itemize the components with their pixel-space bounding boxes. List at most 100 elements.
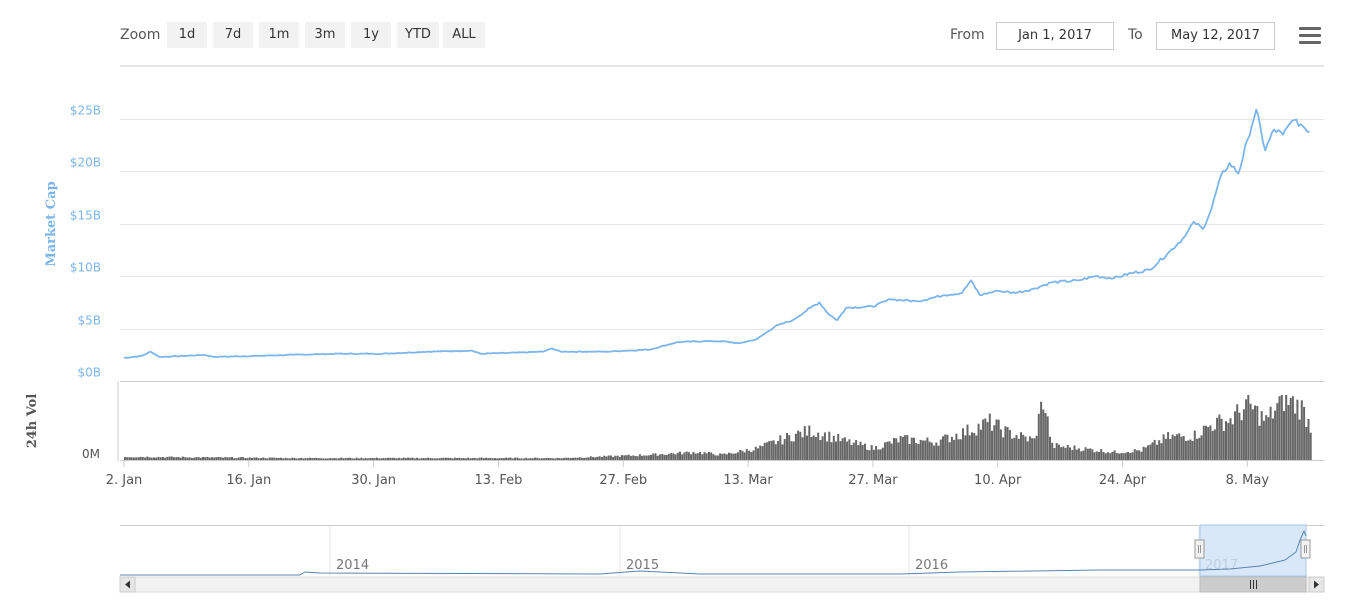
volume-bar [701, 454, 704, 460]
volume-bar [580, 457, 583, 460]
volume-bar [540, 458, 543, 460]
volume-bar [910, 437, 913, 460]
volume-bar [1187, 440, 1190, 460]
volume-bar [930, 442, 933, 460]
volume-bar [1242, 409, 1245, 460]
volume-bar [1046, 416, 1049, 460]
volume-bar [645, 455, 648, 460]
volume-bar [271, 457, 274, 460]
zoom-3m-button[interactable]: 3m [305, 22, 345, 48]
volume-bar [1211, 430, 1214, 460]
zoom-1m-button[interactable]: 1m [259, 22, 299, 48]
volume-bar [868, 450, 871, 460]
volume-bar [1209, 425, 1212, 460]
volume-bar [554, 458, 557, 460]
volume-bar [745, 449, 748, 460]
volume-bar [431, 458, 434, 460]
volume-bar [326, 458, 329, 460]
volume-bar [852, 442, 855, 460]
volume-bar [841, 438, 844, 460]
volume-bar [924, 440, 927, 460]
volume-bar [179, 457, 182, 460]
volume-bar [759, 445, 762, 460]
volume-bar [855, 440, 858, 460]
volume-bar [569, 458, 572, 460]
volume-bar [373, 458, 376, 460]
volume-bar [1042, 409, 1045, 460]
navigator-scrollbar[interactable] [119, 576, 1325, 593]
volume-bar [1202, 425, 1205, 460]
volume-bar [870, 445, 873, 460]
volume-bar [1015, 435, 1018, 460]
volume-bar [213, 457, 216, 460]
volume-bar [409, 457, 412, 460]
volume-bar [993, 425, 996, 460]
volume-bar [159, 457, 162, 460]
volume-bar [208, 457, 211, 460]
volume-bar [1028, 436, 1031, 460]
volume-bar [525, 457, 528, 460]
zoom-1d-button[interactable]: 1d [167, 22, 207, 48]
volume-bar [436, 458, 438, 460]
volume-bar [395, 458, 398, 460]
navigator-left-handle[interactable] [1194, 539, 1205, 559]
volume-bar [1227, 422, 1230, 460]
from-date-input[interactable]: Jan 1, 2017 [996, 22, 1114, 50]
volume-bar [460, 458, 463, 460]
zoom-all-button[interactable]: ALL [443, 22, 485, 48]
to-date-input[interactable]: May 12, 2017 [1156, 22, 1275, 50]
volume-bar [509, 457, 512, 460]
volume-bar [400, 458, 403, 460]
zoom-1y-button[interactable]: 1y [351, 22, 391, 48]
volume-bar [1158, 440, 1161, 460]
volume-bar [1106, 452, 1109, 460]
volume-tick-label: 0M [82, 447, 100, 461]
volume-bar [480, 457, 483, 460]
navigator[interactable]: 2014 2015 2016 2017 [120, 524, 1324, 577]
volume-bar [1144, 447, 1147, 460]
zoom-7d-button[interactable]: 7d [213, 22, 253, 48]
volume-bar [638, 454, 641, 460]
navigator-selected-range[interactable] [1199, 524, 1307, 577]
volume-bar [1086, 448, 1089, 460]
volume-bar [353, 458, 356, 460]
to-label: To [1128, 27, 1143, 43]
volume-bar [1026, 441, 1029, 460]
volume-bar [690, 454, 693, 460]
volume-bar [217, 457, 220, 460]
volume-bar [1002, 437, 1005, 460]
volume-bar [1167, 432, 1170, 460]
volume-bar [465, 458, 467, 460]
volume-bar [451, 458, 454, 460]
volume-bar [335, 458, 338, 460]
scrollbar-track[interactable] [119, 576, 1325, 593]
volume-bar [235, 458, 238, 460]
range-selector-toolbar: Zoom 1d 7d 1m 3m 1y YTD ALL From Jan 1, … [0, 0, 1355, 66]
volume-bar [1044, 413, 1047, 460]
volume-bar [295, 458, 298, 460]
volume-bar [696, 453, 699, 460]
y-tick-label: $10B [70, 261, 101, 275]
navigator-right-handle[interactable] [1300, 539, 1311, 559]
volume-bar [810, 437, 813, 460]
volume-bar [1011, 438, 1014, 460]
volume-bar [719, 453, 722, 460]
volume-bar [1220, 418, 1223, 460]
zoom-ytd-button[interactable]: YTD [397, 22, 439, 48]
volume-bar [1100, 449, 1103, 460]
hamburger-menu-icon[interactable] [1299, 27, 1321, 45]
volume-bar [309, 457, 311, 460]
volume-bar [197, 457, 200, 460]
volume-bar [476, 458, 479, 460]
volume-bar [1013, 437, 1016, 460]
y-tick-label: $0B [77, 366, 101, 380]
volume-bar [774, 444, 777, 460]
volume-bar [273, 457, 276, 460]
volume-bar [369, 458, 372, 460]
volume-bar [623, 455, 626, 460]
volume-bar [1274, 410, 1277, 460]
volume-bar [231, 457, 233, 460]
volume-bar [901, 436, 904, 460]
volume-bar [765, 442, 768, 460]
volume-bar [658, 454, 661, 460]
